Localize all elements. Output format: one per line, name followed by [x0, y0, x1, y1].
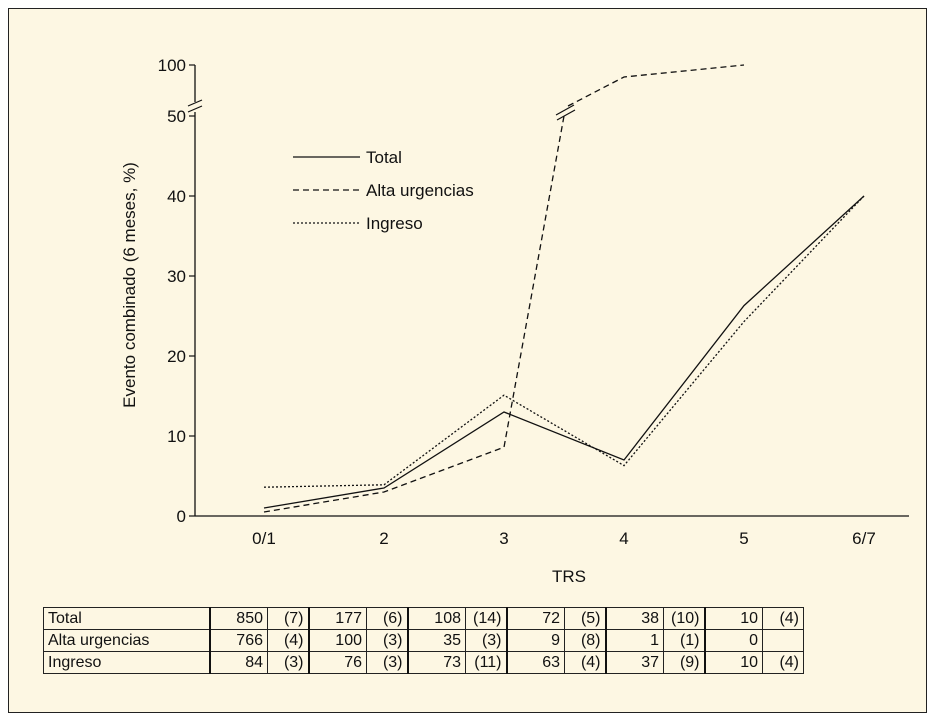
y-tick-label: 20 — [167, 347, 186, 366]
y-tick-label: 100 — [158, 56, 186, 75]
x-tick-label: 4 — [619, 529, 628, 548]
x-axis-label: TRS — [552, 567, 586, 586]
event-cell: (3) — [267, 651, 309, 674]
count-cell: 177 — [307, 607, 367, 630]
count-cell: 10 — [703, 651, 763, 674]
y-axis-label: Evento combinado (6 meses, %) — [120, 162, 139, 408]
legend: Total Alta urgencias Ingreso — [293, 148, 474, 233]
row-label: Total — [43, 607, 210, 630]
axis-break-mark — [187, 105, 203, 113]
event-cell: (8) — [564, 629, 606, 652]
count-cell: 35 — [406, 629, 466, 652]
series-lines — [263, 64, 865, 513]
event-cell: (6) — [366, 607, 408, 630]
y-tick-label: 50 — [167, 107, 186, 126]
legend-label: Total — [366, 148, 402, 167]
axes: 0 10 20 30 40 50 100 0/1 2 3 4 5 6/7 — [158, 56, 909, 548]
count-cell: 10 — [703, 607, 763, 630]
x-tick-label: 2 — [379, 529, 388, 548]
event-cell: (10) — [663, 607, 705, 630]
count-cell: 63 — [505, 651, 565, 674]
event-cell: (5) — [564, 607, 606, 630]
event-cell: (9) — [663, 651, 705, 674]
table-row: Total 850 (7) 177 (6) 108 (14) 72 (5) 38 (10) 10 (4) — [43, 607, 804, 630]
legend-label: Alta urgencias — [366, 181, 474, 200]
count-cell: 37 — [604, 651, 664, 674]
legend-label: Ingreso — [366, 214, 423, 233]
table-row: Ingreso 84 (3) 76 (3) 73 (11) 63 (4) 37 (9) 10 (4) — [43, 651, 804, 674]
x-tick-label: 6/7 — [852, 529, 876, 548]
x-tick-label: 3 — [499, 529, 508, 548]
count-cell: 1 — [604, 629, 664, 652]
event-cell — [762, 629, 804, 652]
counts-table: Total 850 (7) 177 (6) 108 (14) 72 (5) 38 (10) 10 (4)… — [43, 607, 804, 674]
axis-break-mark — [187, 99, 203, 107]
event-cell: (14) — [465, 607, 507, 630]
count-cell: 100 — [307, 629, 367, 652]
table-row: Alta urgencias 766 (4) 100 (3) 35 (3) 9 (8) 1 (1) 0 — [43, 629, 804, 652]
event-cell: (4) — [267, 629, 309, 652]
event-cell: (4) — [564, 651, 606, 674]
count-cell: 108 — [406, 607, 466, 630]
count-cell: 73 — [406, 651, 466, 674]
series-line-ingreso — [263, 195, 865, 488]
count-cell: 766 — [208, 629, 268, 652]
row-label: Ingreso — [43, 651, 210, 674]
y-tick-label: 0 — [177, 507, 186, 526]
chart-frame: 0 10 20 30 40 50 100 0/1 2 3 4 5 6/7 Total Alta urgen… — [8, 8, 927, 713]
event-cell: (3) — [366, 651, 408, 674]
series-break-mark — [556, 109, 576, 121]
count-cell: 850 — [208, 607, 268, 630]
series-line-total — [263, 195, 865, 509]
series-break-mark — [555, 104, 575, 116]
y-tick-label: 30 — [167, 267, 186, 286]
count-cell: 76 — [307, 651, 367, 674]
event-cell: (1) — [663, 629, 705, 652]
event-cell: (4) — [762, 607, 804, 630]
count-cell: 0 — [703, 629, 763, 652]
event-cell: (11) — [465, 651, 507, 674]
line-chart: 0 10 20 30 40 50 100 0/1 2 3 4 5 6/7 Total Alta urgen… — [120, 56, 909, 586]
series-line-alta-urgencias — [567, 64, 745, 107]
count-cell: 72 — [505, 607, 565, 630]
count-cell: 84 — [208, 651, 268, 674]
y-tick-label: 10 — [167, 427, 186, 446]
y-tick-label: 40 — [167, 187, 186, 206]
event-cell: (3) — [366, 629, 408, 652]
x-tick-label: 5 — [739, 529, 748, 548]
series-line-alta-urgencias — [263, 115, 565, 513]
count-cell: 38 — [604, 607, 664, 630]
event-cell: (3) — [465, 629, 507, 652]
event-cell: (7) — [267, 607, 309, 630]
count-cell: 9 — [505, 629, 565, 652]
row-label: Alta urgencias — [43, 629, 210, 652]
event-cell: (4) — [762, 651, 804, 674]
x-tick-label: 0/1 — [252, 529, 276, 548]
